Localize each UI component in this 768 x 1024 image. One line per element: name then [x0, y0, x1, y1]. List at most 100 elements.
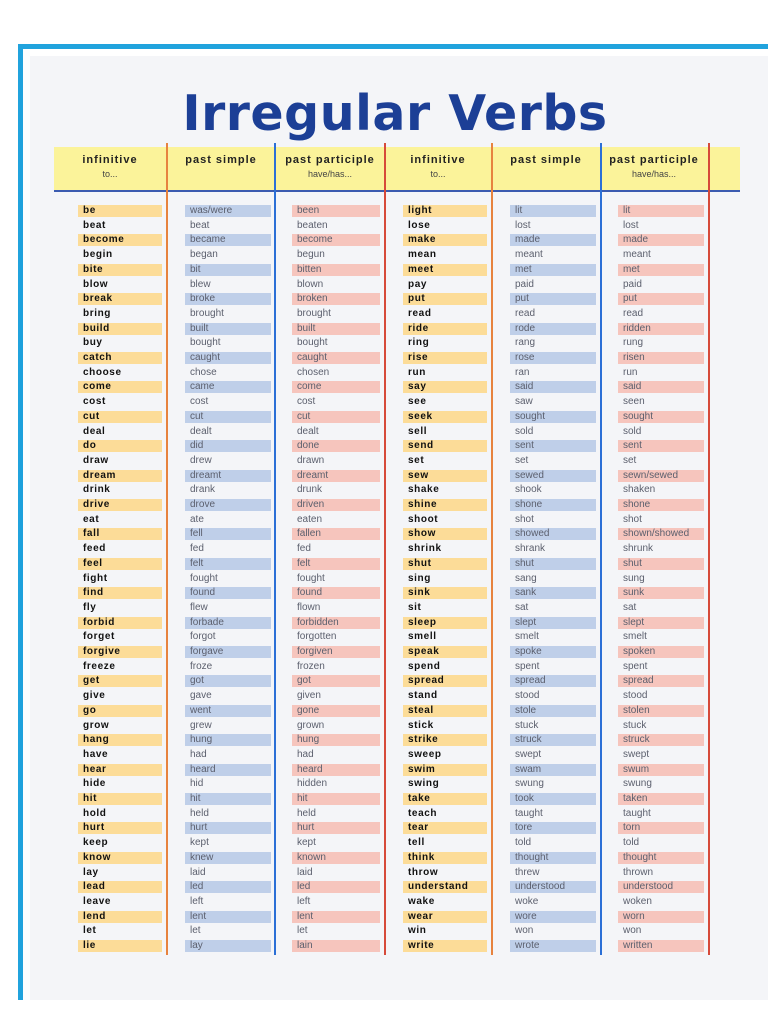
verb-cell-past-simple: swung [515, 778, 544, 790]
verb-cell-infinitive: break [78, 293, 162, 306]
verb-cell-infinitive: beat [83, 219, 106, 231]
verb-cell-infinitive: lend [78, 910, 162, 923]
verb-cell-past-participle: sung [623, 572, 645, 584]
verb-cell-past-simple: met [510, 263, 596, 276]
verb-cell-past-participle: blown [297, 278, 324, 290]
verb-cell-past-simple: blew [190, 278, 211, 290]
verb-cell-past-participle: gone [292, 704, 380, 717]
verb-cell-past-participle: swung [623, 778, 652, 790]
verb-cell-past-simple: tore [510, 822, 596, 835]
verb-cell-past-simple: forgot [190, 631, 216, 643]
verb-cell-infinitive: forget [83, 631, 115, 643]
verb-cell-past-simple: struck [510, 734, 596, 747]
verb-cell-infinitive: meet [403, 263, 487, 276]
verb-cell-past-participle: kept [297, 837, 316, 849]
verb-cell-infinitive: swing [408, 778, 440, 790]
verb-cell-past-participle: woken [623, 895, 652, 907]
verb-cell-infinitive: light [403, 205, 487, 217]
verb-cell-past-simple: was/were [185, 205, 271, 217]
verb-cell-past-participle: lit [618, 205, 704, 217]
verb-cell-infinitive: run [408, 366, 426, 378]
divider-after-infinitive-left [166, 143, 168, 955]
verb-cell-past-simple: knew [185, 851, 271, 864]
header-past-participle-right: past participle have/has... [602, 153, 706, 181]
verb-cell-past-participle: forgiven [292, 646, 380, 658]
verb-cell-past-simple: drank [190, 484, 216, 496]
verb-cell-past-participle: fallen [292, 528, 380, 541]
verb-cell-infinitive: hurt [78, 822, 162, 835]
verb-cell-past-simple: bit [185, 263, 271, 276]
verb-cell-past-simple: forbade [185, 616, 271, 629]
verb-cell-past-participle: drunk [297, 484, 323, 496]
verb-cell-past-participle: worn [618, 910, 704, 923]
verb-cell-past-simple: beat [190, 219, 210, 231]
verb-cell-past-participle: fed [297, 543, 311, 555]
verb-cell-past-participle: dreamt [292, 469, 380, 482]
verb-cell-past-participle: shone [618, 499, 704, 511]
verb-cell-past-participle: heard [292, 763, 380, 776]
verb-cell-past-participle: forbidden [292, 616, 380, 629]
verb-cell-past-participle: given [297, 690, 321, 702]
verb-cell-past-simple: spoke [510, 646, 596, 658]
verb-cell-infinitive: drive [78, 499, 162, 511]
verb-cell-past-simple: ate [190, 513, 204, 525]
verb-cell-past-participle: ridden [618, 322, 704, 335]
frame-top-border [18, 44, 768, 49]
verb-cell-past-participle: shaken [623, 484, 656, 496]
page-title: Irregular Verbs [182, 85, 608, 142]
verb-cell-past-simple: held [190, 807, 209, 819]
verb-cell-past-simple: saw [515, 396, 533, 408]
verb-cell-past-simple: found [185, 587, 271, 600]
verb-cell-past-participle: understood [618, 881, 704, 894]
verb-cell-past-simple: caught [185, 352, 271, 364]
verb-cell-infinitive: say [403, 381, 487, 394]
verb-cell-past-simple: shot [515, 513, 534, 525]
verb-cell-past-participle: set [623, 454, 637, 466]
divider-after-past-participle-left [384, 143, 386, 955]
verb-cell-infinitive: show [403, 528, 487, 541]
verb-cell-infinitive: spend [408, 660, 441, 672]
verb-cell-infinitive: let [83, 925, 97, 937]
verb-cell-past-participle: shrunk [623, 543, 654, 555]
verb-cell-past-participle: spent [623, 660, 648, 672]
verb-cell-infinitive: begin [83, 249, 113, 261]
verb-cell-past-participle: driven [292, 499, 380, 511]
verb-cell-past-simple: lit [510, 205, 596, 217]
verb-cell-infinitive: get [78, 675, 162, 688]
verb-cell-infinitive: throw [408, 866, 439, 878]
verb-cell-past-participle: written [618, 940, 704, 952]
verb-cell-past-participle: shut [618, 557, 704, 570]
verb-cell-past-simple: chose [190, 366, 217, 378]
verb-cell-past-simple: began [190, 249, 218, 261]
verb-cell-past-participle: built [292, 322, 380, 335]
verb-cell-past-participle: paid [623, 278, 642, 290]
verb-cell-infinitive: see [408, 396, 427, 408]
verb-cell-infinitive: deal [83, 425, 106, 437]
verb-cell-infinitive: write [403, 940, 487, 952]
verb-cell-past-simple: sought [510, 410, 596, 423]
verb-cell-infinitive: sweep [408, 748, 442, 760]
verb-cell-past-participle: said [618, 381, 704, 394]
verb-cell-infinitive: keep [83, 837, 109, 849]
verb-cell-past-participle: got [292, 675, 380, 688]
verb-cell-infinitive: shrink [408, 543, 442, 555]
verb-cell-past-simple: came [185, 381, 271, 394]
verb-cell-past-participle: sought [618, 410, 704, 423]
verb-cell-infinitive: cost [83, 396, 106, 408]
verb-cell-past-simple: shrank [515, 543, 546, 555]
verb-cell-past-simple: told [515, 837, 532, 849]
verb-cell-past-simple: read [515, 307, 536, 319]
verb-cell-past-participle: thought [618, 851, 704, 864]
verb-cell-infinitive: sink [403, 587, 487, 600]
verb-cell-past-participle: slept [618, 616, 704, 629]
verb-cell-past-simple: kept [190, 837, 209, 849]
verb-cell-past-participle: shot [623, 513, 642, 525]
verb-cell-infinitive: dream [78, 469, 162, 482]
verb-cell-past-participle: swum [618, 763, 704, 776]
header-band [54, 147, 740, 191]
verb-cell-past-participle: risen [618, 352, 704, 364]
verb-cell-infinitive: think [403, 851, 487, 864]
verb-cell-past-participle: felt [292, 557, 380, 570]
verb-cell-past-simple: paid [515, 278, 534, 290]
verb-cell-past-participle: eaten [297, 513, 323, 525]
